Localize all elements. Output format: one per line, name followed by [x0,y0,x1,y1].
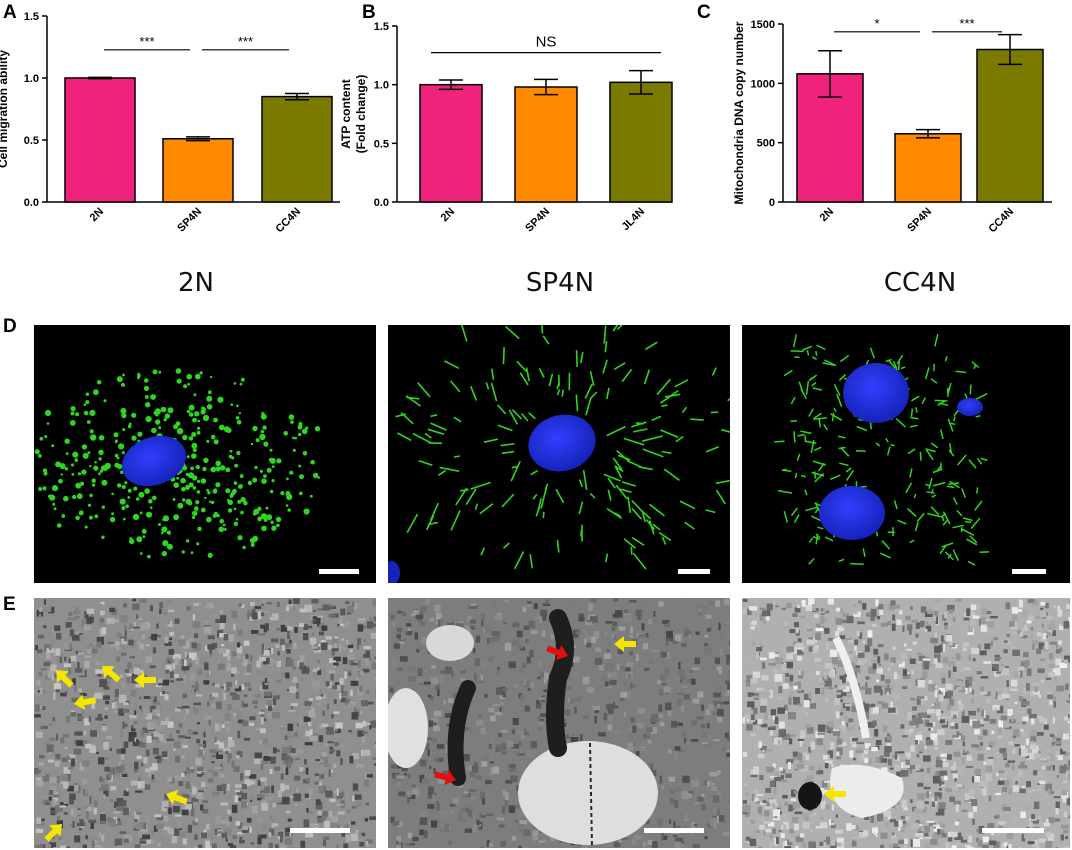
bar [894,133,962,203]
scale-bar [290,828,350,833]
significance-label: * [874,16,879,31]
x-tick-label: SP4N [175,206,204,235]
scale-bar [678,569,710,574]
arrow-icon [134,672,156,688]
y-tick-label: 0.5 [374,138,389,150]
bar [162,138,234,203]
y-axis-label: Mitochondria DNA copy number [732,21,746,204]
em-image-cc4n [742,598,1070,848]
column-title-sp4n: SP4N [525,268,595,298]
column-title-cc4n: CC4N [883,268,957,298]
significance-label: *** [959,16,974,31]
y-tick-label: 0 [769,197,775,209]
scale-bar [644,828,704,833]
x-tick-label: SP4N [523,206,552,235]
y-tick-label: 1.5 [374,21,389,33]
y-tick-label: 1500 [751,19,775,31]
y-tick-label: 1.0 [374,80,389,92]
scale-bar [982,828,1044,833]
bar-charts: 0.0 0.5 1.0 1.5 Cell migration ability 2N SP4N… [0,11,1052,236]
y-tick-label: 1.0 [24,73,39,85]
x-tick-label: 2N [439,206,457,224]
panel-letter-e: E [3,594,16,615]
y-axis-label: Cell migration ability [0,50,10,168]
bar [261,95,333,203]
arrow-icon [433,769,456,786]
x-tick-label: CC4N [986,206,1016,236]
significance-label: NS [536,34,557,51]
fluorescence-image-cc4n [742,325,1070,583]
arrow-icon [56,670,74,688]
y-tick-label: 500 [757,138,775,150]
panel-letter-b: B [362,2,376,23]
significance-label: *** [238,34,253,49]
panel-letter-a: A [3,2,17,23]
em-image-sp4n [388,598,730,848]
panel-letter-c: C [697,2,711,23]
y-tick-label: 0.0 [24,197,39,209]
arrow-icon [166,789,188,805]
y-axis-label: (Fold change) [354,75,368,154]
arrow-icon [614,636,636,652]
arrow-icon [44,824,62,842]
significance-label: *** [139,34,154,49]
bar [419,83,483,203]
arrow-icon [74,694,97,711]
bar [609,81,673,203]
x-tick-label: JL4N [620,206,648,234]
scale-bar [319,569,359,574]
em-image-2n [34,598,376,848]
y-tick-label: 1000 [751,78,775,90]
fluorescence-image-2n [34,325,376,583]
y-axis-label: ATP content [339,79,353,149]
panel-letter-d: D [3,316,17,337]
bar [976,48,1044,203]
column-title-2n: 2N [178,268,214,298]
fluorescence-image-sp4n [388,325,730,583]
arrow-icon [824,786,846,802]
x-tick-label: 2N [88,206,106,224]
y-tick-label: 0.5 [24,135,39,147]
x-tick-label: SP4N [905,206,934,235]
bar [514,86,578,203]
y-tick-label: 1.5 [24,11,39,23]
x-tick-label: 2N [818,206,836,224]
x-tick-label: CC4N [273,206,303,236]
bar [64,77,136,203]
arrow-icon [546,645,568,661]
arrow-icon [102,666,121,683]
y-tick-label: 0.0 [374,197,389,209]
scale-bar [1012,569,1046,574]
